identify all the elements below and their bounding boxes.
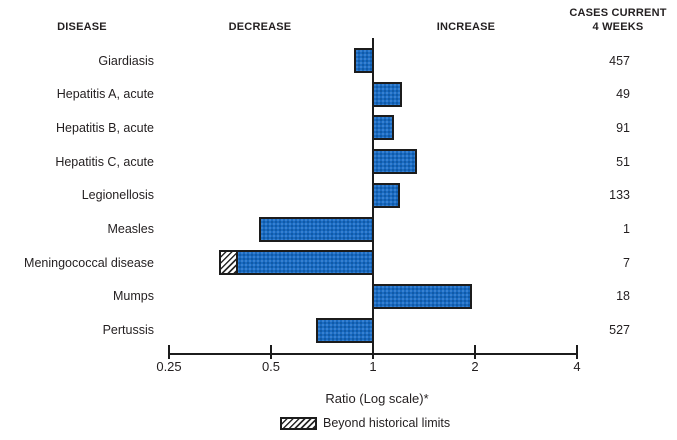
x-axis-title: Ratio (Log scale)* (325, 391, 429, 406)
x-tick-label: 1 (369, 359, 377, 374)
disease-label-measles: Measles (107, 222, 154, 236)
bar-pertussis (316, 317, 374, 343)
disease-label-giardiasis: Giardiasis (98, 53, 154, 68)
cases-value: 527 (609, 323, 630, 338)
disease-label-meningococcal: Meningococcal disease (24, 255, 154, 270)
x-tick-label: 4 (573, 359, 581, 374)
column-header-increase: INCREASE (436, 21, 496, 33)
cases-value: 18 (616, 289, 630, 304)
cases-value: 49 (616, 87, 630, 102)
legend-label: Beyond historical limits (323, 416, 451, 430)
bar-measles (258, 216, 374, 242)
cases-value: 51 (616, 154, 630, 169)
disease-label-legionellosis: Legionellosis (81, 188, 154, 203)
cases-value: 133 (609, 188, 630, 203)
x-tick-05 (270, 345, 272, 359)
disease-label-hepatitis-b: Hepatitis B, acute (56, 120, 154, 135)
x-tick-1 (372, 345, 374, 359)
x-tick-label: 0.25 (156, 359, 182, 374)
disease-label-hepatitis-c: Hepatitis C, acute (55, 154, 154, 169)
x-tick-label: 2 (471, 359, 479, 374)
cases-value: 91 (616, 120, 630, 135)
column-header-cases: CASES CURRENT 4 WEEKS (556, 6, 677, 34)
bar-hepatitis-a (372, 81, 403, 107)
disease-label-hepatitis-a: Hepatitis A, acute (56, 87, 154, 102)
disease-label-pertussis: Pertussis (102, 323, 154, 338)
bar-legionellosis (372, 182, 400, 208)
column-header-disease: DISEASE (57, 21, 107, 33)
x-tick-4 (576, 345, 578, 359)
legend-hatch-swatch (280, 417, 317, 430)
cases-value: 7 (623, 255, 630, 270)
cases-value: 1 (623, 222, 630, 236)
bar-meningococcal (218, 250, 374, 276)
x-tick-2 (474, 345, 476, 359)
x-tick-025 (168, 345, 170, 359)
column-header-cases-line2: 4 WEEKS (592, 21, 644, 33)
bar-hepatitis-b (372, 115, 394, 141)
bar-giardiasis (354, 48, 374, 73)
column-header-cases-line1: CASES CURRENT (569, 7, 667, 19)
bar-hepatitis-c (372, 149, 418, 175)
column-header-decrease: DECREASE (228, 21, 292, 33)
disease-label-mumps: Mumps (113, 289, 154, 304)
x-tick-label: 0.5 (261, 359, 281, 374)
cases-value: 457 (609, 53, 630, 68)
bar-mumps (372, 283, 473, 309)
beyond-historical-limits-segment (220, 252, 239, 274)
